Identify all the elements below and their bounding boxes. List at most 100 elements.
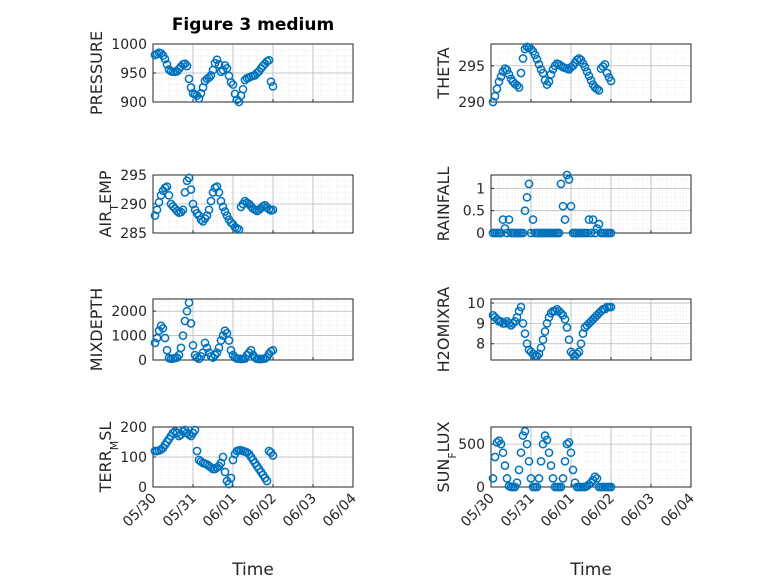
data-point	[586, 75, 596, 85]
data-point	[206, 196, 216, 206]
data-point	[182, 306, 192, 316]
data-point	[528, 215, 538, 224]
data-point	[206, 463, 216, 472]
data-point	[560, 456, 570, 466]
data-point	[152, 205, 162, 215]
data-point	[268, 81, 278, 91]
data-point	[532, 351, 542, 361]
data-point	[606, 482, 616, 492]
y-tick-label: 295	[458, 59, 485, 75]
data-point	[186, 83, 196, 92]
data-point	[172, 353, 182, 362]
data-point	[182, 61, 192, 71]
data-point	[504, 70, 514, 79]
data-point	[262, 476, 272, 486]
data-point	[518, 54, 528, 63]
data-point	[216, 336, 226, 345]
data-point	[560, 314, 570, 324]
data-point	[194, 354, 204, 364]
y-axis-label: AIRTEMP	[96, 170, 121, 237]
data-point	[530, 50, 540, 60]
subplot-8: 0 500 05/30 05/31 06/01 06/02 06/03 06/04 SUNFLU…	[434, 421, 698, 580]
y-axis-label: SUNFLUX	[434, 421, 459, 492]
data-point	[180, 59, 190, 69]
data-point	[606, 302, 616, 312]
data-point	[488, 474, 498, 483]
data-point	[522, 439, 532, 449]
data-point	[192, 446, 202, 456]
data-point	[212, 55, 222, 65]
data-point	[606, 228, 616, 238]
data-point	[550, 61, 560, 71]
data-point	[224, 336, 234, 345]
subplot-5: 0 1000 2000 MIXDEPTH	[87, 288, 354, 371]
data-point	[178, 331, 188, 340]
data-point	[520, 329, 530, 338]
x-tick-label: 05/31	[498, 491, 538, 531]
x-tick-label: 06/02	[578, 491, 618, 531]
y-tick-label: 0	[476, 480, 485, 496]
data-point	[540, 75, 550, 85]
data-point	[584, 215, 594, 224]
data-point	[176, 343, 186, 353]
data-point	[524, 179, 534, 189]
x-tick-label: 06/04	[320, 490, 360, 530]
data-point	[534, 474, 544, 483]
data-point	[202, 211, 212, 220]
data-point	[186, 185, 196, 194]
data-point	[218, 65, 228, 75]
subplot-1: 900 950 1000 PRESSURE	[87, 31, 354, 115]
data-point	[544, 448, 554, 458]
data-point	[220, 467, 230, 477]
x-tick-label: 05/30	[120, 491, 160, 531]
data-point	[196, 215, 206, 225]
data-point	[514, 306, 524, 316]
y-tick-label: 0	[476, 226, 485, 242]
data-point	[214, 188, 224, 197]
data-point	[548, 474, 558, 483]
data-point	[490, 452, 500, 462]
data-point	[516, 448, 526, 458]
data-point	[246, 345, 256, 355]
data-point	[544, 312, 554, 322]
data-point	[556, 179, 566, 189]
data-point	[558, 474, 568, 483]
subplot-2: 290 295 THETA	[434, 42, 692, 111]
data-point	[154, 197, 164, 207]
data-point	[576, 339, 586, 349]
y-axis-label: MIXDEPTH	[87, 288, 106, 371]
data-point	[594, 86, 604, 95]
data-point	[184, 430, 194, 439]
data-point	[518, 228, 528, 238]
data-point	[268, 345, 278, 355]
data-point	[208, 188, 218, 197]
data-point	[226, 473, 236, 483]
y-tick-label: 2000	[111, 304, 147, 320]
data-point	[538, 335, 548, 345]
y-tick-label: 900	[120, 95, 147, 111]
data-point	[566, 448, 576, 458]
y-tick-label: 0	[138, 353, 147, 369]
data-point	[178, 205, 188, 215]
data-point	[562, 170, 572, 180]
y-tick-label: 10	[467, 296, 485, 312]
data-point	[520, 426, 530, 436]
data-point	[558, 201, 568, 211]
data-point	[202, 343, 212, 353]
data-point	[518, 319, 528, 328]
data-point	[536, 456, 546, 466]
data-point	[526, 474, 536, 483]
x-tick-label: 06/03	[280, 491, 320, 531]
data-point	[546, 461, 556, 470]
data-point	[502, 228, 512, 238]
data-point	[512, 478, 522, 488]
data-point	[540, 327, 550, 336]
x-tick-label: 06/01	[538, 491, 578, 531]
data-point	[164, 190, 174, 200]
y-tick-label: 200	[120, 420, 147, 436]
data-point	[582, 228, 592, 238]
data-point	[268, 451, 278, 460]
data-point	[540, 431, 550, 440]
y-tick-label: 295	[120, 168, 147, 184]
